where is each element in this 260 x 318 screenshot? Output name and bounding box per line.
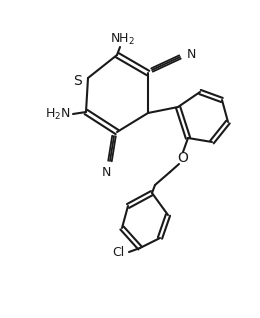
Text: S: S [74,74,82,88]
Text: H$_2$N: H$_2$N [45,107,71,121]
Text: NH$_2$: NH$_2$ [109,31,134,46]
Text: Cl: Cl [112,246,124,259]
Text: O: O [178,151,188,165]
Text: N: N [101,165,111,178]
Text: N: N [186,47,196,60]
